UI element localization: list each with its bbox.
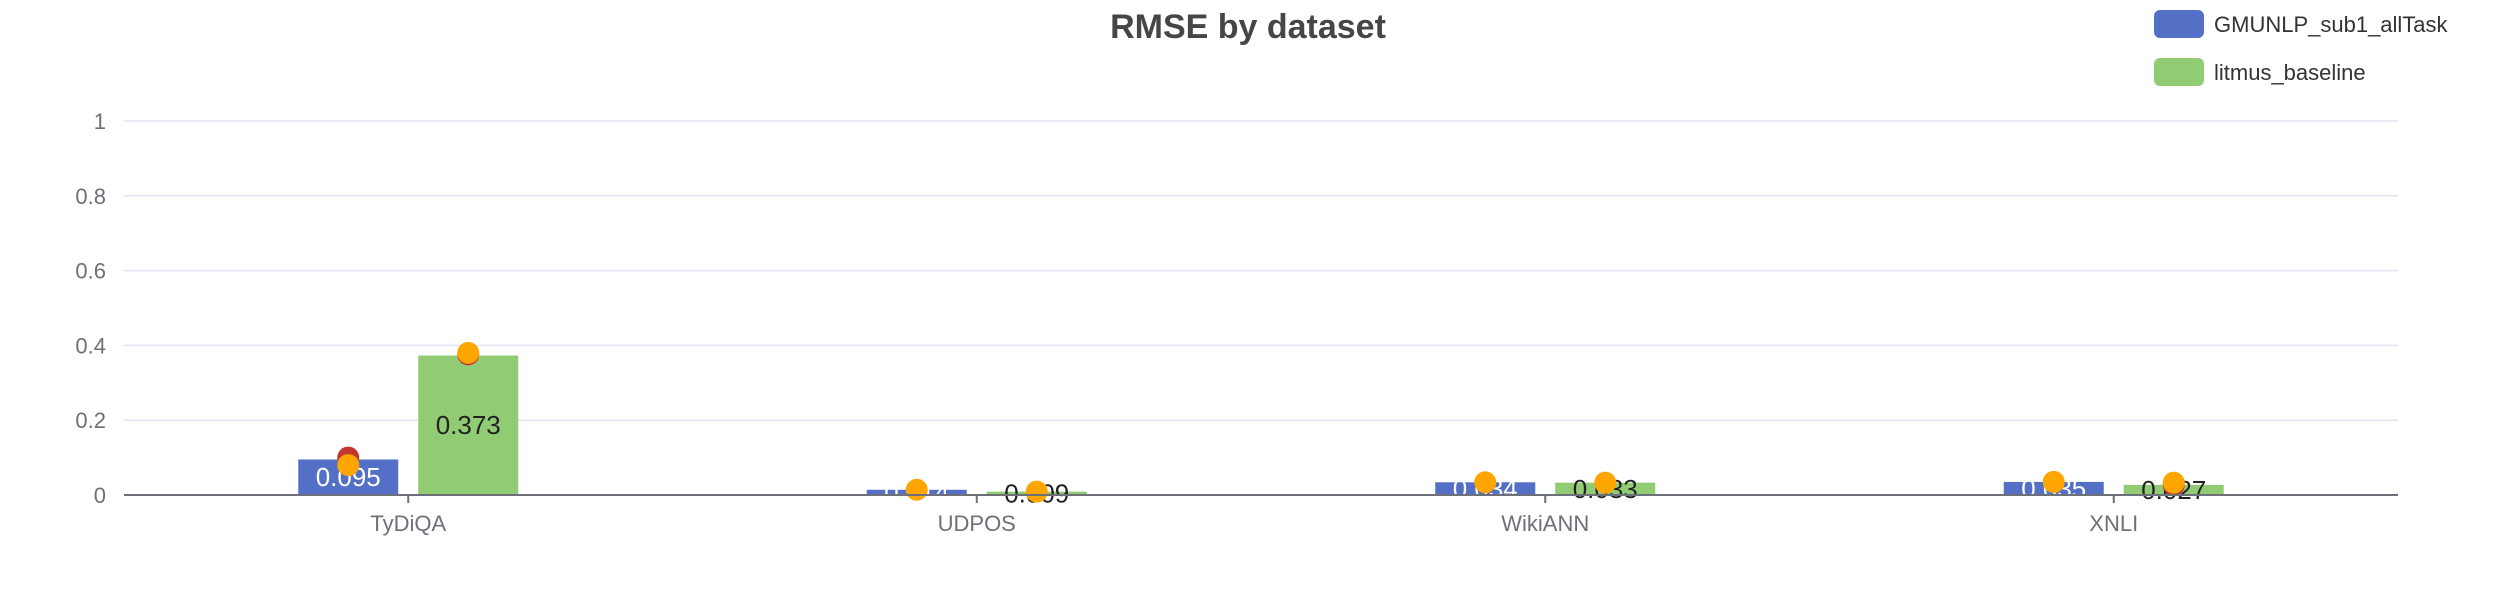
y-tick-label: 0.4 <box>75 333 106 358</box>
marker-layer <box>337 341 2185 503</box>
legend-label: GMUNLP_sub1_allTask <box>2214 12 2449 37</box>
x-tick-label: WikiANN <box>1501 511 1589 536</box>
y-tick-label: 1 <box>94 109 106 134</box>
grid-layer <box>124 120 2398 421</box>
legend-swatch <box>2154 58 2204 86</box>
x-tick-label: XNLI <box>2089 511 2138 536</box>
legend-label: litmus_baseline <box>2214 60 2366 85</box>
bar[interactable] <box>418 355 519 495</box>
legend-item[interactable]: litmus_baseline <box>2154 58 2366 86</box>
legend-item[interactable]: GMUNLP_sub1_allTask <box>2154 10 2449 38</box>
legend-swatch <box>2154 10 2204 38</box>
marker-point <box>337 454 360 477</box>
marker-point <box>2162 471 2185 494</box>
y-tick-label: 0 <box>94 483 106 508</box>
marker-point <box>457 341 480 364</box>
y-tick-label: 0.6 <box>75 259 106 284</box>
axis-layer: 0 0.2 0.4 0.6 0.8 1 TyDiQA UDPOS WikiANN XNLI <box>75 109 2398 536</box>
y-tick-label: 0.2 <box>75 408 106 433</box>
x-tick-label: TyDiQA <box>370 511 446 536</box>
bar-layer <box>298 355 2224 495</box>
x-tick-label: UDPOS <box>938 511 1016 536</box>
data-label: 0.373 <box>436 410 501 440</box>
legend[interactable]: GMUNLP_sub1_allTask litmus_baseline <box>2154 10 2449 86</box>
marker-point <box>1025 480 1048 503</box>
chart-title: RMSE by dataset <box>1110 8 1386 46</box>
marker-point <box>2042 470 2065 493</box>
marker-point <box>1594 471 1617 494</box>
marker-point <box>1474 471 1497 494</box>
y-tick-label: 0.8 <box>75 184 106 209</box>
marker-point <box>905 478 928 501</box>
